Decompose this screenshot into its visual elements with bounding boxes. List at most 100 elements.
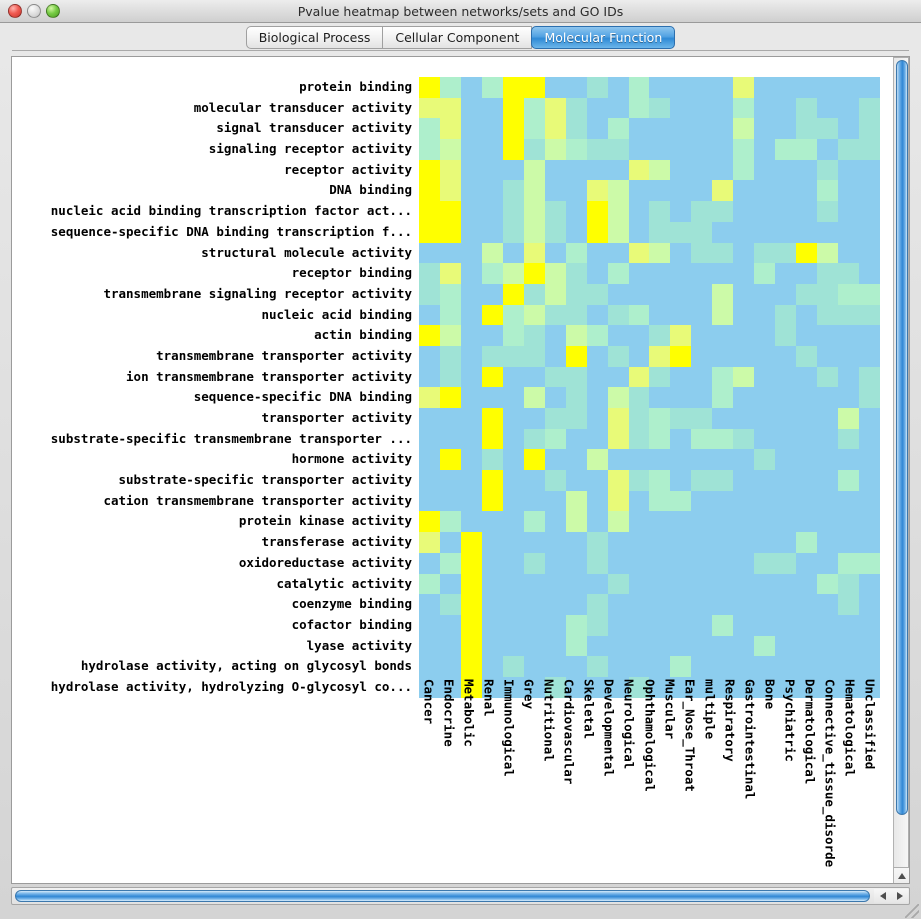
heatmap-cell[interactable] [419,635,440,657]
heatmap-cell[interactable] [586,345,608,367]
heatmap-cell[interactable] [460,594,482,615]
heatmap-cell[interactable] [649,159,671,181]
heatmap-cell[interactable] [796,532,818,553]
heatmap-cell[interactable] [544,387,566,408]
heatmap-cell[interactable] [712,470,734,491]
vertical-scrollbar-thumb[interactable] [896,60,908,815]
heatmap-cell[interactable] [859,387,880,408]
heatmap-cell[interactable] [481,325,503,346]
heatmap-cell[interactable] [565,242,587,264]
heatmap-cell[interactable] [460,242,482,264]
heatmap-cell[interactable] [775,263,797,284]
heatmap-cell[interactable] [607,656,629,677]
heatmap-cell[interactable] [859,408,880,429]
heatmap-cell[interactable] [733,594,755,615]
heatmap-cell[interactable] [502,614,524,636]
heatmap-cell[interactable] [502,118,524,140]
heatmap-cell[interactable] [523,573,545,595]
heatmap-cell[interactable] [523,490,545,512]
heatmap-cell[interactable] [460,656,482,677]
heatmap-cell[interactable] [419,325,440,346]
heatmap-cell[interactable] [838,676,860,698]
heatmap-cell[interactable] [439,97,461,119]
heatmap-cell[interactable] [607,408,629,429]
heatmap-cell[interactable] [691,139,713,160]
heatmap-cell[interactable] [754,118,776,140]
heatmap-cell[interactable] [775,325,797,346]
heatmap-cell[interactable] [481,511,503,533]
heatmap-cell[interactable] [439,345,461,367]
heatmap-cell[interactable] [523,242,545,264]
heatmap-cell[interactable] [502,345,524,367]
heatmap-cell[interactable] [817,263,839,284]
vertical-scroll-buttons[interactable] [893,868,909,883]
heatmap-cell[interactable] [544,573,566,595]
heatmap-cell[interactable] [502,242,524,264]
heatmap-cell[interactable] [838,490,860,512]
heatmap-cell[interactable] [607,470,629,491]
heatmap-cell[interactable] [439,304,461,326]
heatmap-cell[interactable] [733,676,755,698]
heatmap-cell[interactable] [775,532,797,553]
heatmap-cell[interactable] [754,97,776,119]
heatmap-cell[interactable] [607,97,629,119]
heatmap-cell[interactable] [544,221,566,243]
heatmap-cell[interactable] [607,676,629,698]
heatmap-cell[interactable] [544,201,566,222]
heatmap-cell[interactable] [439,511,461,533]
vertical-scrollbar[interactable] [893,57,909,868]
heatmap-cell[interactable] [838,304,860,326]
heatmap-cell[interactable] [691,573,713,595]
heatmap-cell[interactable] [565,490,587,512]
heatmap-cell[interactable] [754,614,776,636]
heatmap-cell[interactable] [481,676,503,698]
heatmap-cell[interactable] [419,573,440,595]
heatmap-cell[interactable] [439,283,461,305]
heatmap-cell[interactable] [754,180,776,202]
heatmap-cell[interactable] [502,635,524,657]
heatmap-cell[interactable] [460,635,482,657]
heatmap-cell[interactable] [565,139,587,160]
heatmap-cell[interactable] [544,449,566,471]
heatmap-cell[interactable] [691,97,713,119]
heatmap-cell[interactable] [796,97,818,119]
heatmap-cell[interactable] [754,656,776,677]
heatmap-cell[interactable] [586,242,608,264]
heatmap-cell[interactable] [502,573,524,595]
heatmap-cell[interactable] [775,221,797,243]
heatmap-cell[interactable] [712,77,734,98]
heatmap-cell[interactable] [817,366,839,388]
heatmap-cell[interactable] [754,408,776,429]
heatmap-cell[interactable] [502,387,524,408]
heatmap-cell[interactable] [419,221,440,243]
heatmap-cell[interactable] [796,263,818,284]
heatmap-cell[interactable] [817,676,839,698]
heatmap-cell[interactable] [523,139,545,160]
heatmap-cell[interactable] [796,676,818,698]
heatmap-cell[interactable] [817,139,839,160]
heatmap-cell[interactable] [628,470,650,491]
heatmap-cell[interactable] [439,573,461,595]
heatmap-cell[interactable] [502,532,524,553]
heatmap-cell[interactable] [733,180,755,202]
heatmap-cell[interactable] [586,366,608,388]
heatmap-cell[interactable] [523,345,545,367]
heatmap-cell[interactable] [523,201,545,222]
heatmap-cell[interactable] [544,242,566,264]
heatmap-cell[interactable] [775,676,797,698]
heatmap-cell[interactable] [544,180,566,202]
heatmap-cell[interactable] [775,159,797,181]
heatmap-cell[interactable] [523,594,545,615]
heatmap-cell[interactable] [460,387,482,408]
heatmap-cell[interactable] [859,325,880,346]
heatmap-cell[interactable] [754,304,776,326]
heatmap-cell[interactable] [419,656,440,677]
heatmap-cell[interactable] [670,573,692,595]
heatmap-cell[interactable] [838,263,860,284]
heatmap-cell[interactable] [544,77,566,98]
heatmap-cell[interactable] [460,139,482,160]
heatmap-cell[interactable] [586,304,608,326]
heatmap-cell[interactable] [670,283,692,305]
heatmap-cell[interactable] [607,283,629,305]
heatmap-cell[interactable] [775,635,797,657]
